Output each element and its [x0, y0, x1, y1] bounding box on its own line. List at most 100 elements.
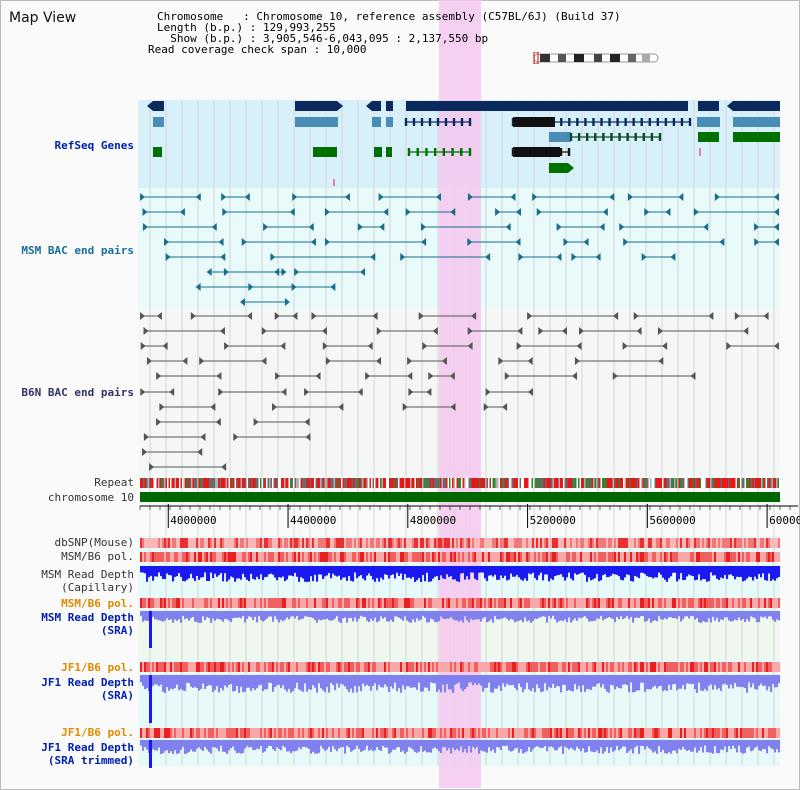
msm-depth-capillary-bar — [662, 566, 665, 578]
msm-pol-sra-heat-cell — [318, 598, 321, 608]
msm-depth-capillary-bar — [362, 566, 365, 579]
msm-depth-sra-bar — [354, 611, 357, 618]
jf1-pol-trimmed-heat-cell — [690, 728, 693, 738]
msm-pol-sra-heat-cell — [328, 598, 331, 608]
jf1-depth-sra-bar — [288, 675, 291, 689]
jf1-pol-trimmed-heat-cell — [574, 728, 577, 738]
msm-depth-capillary-bar — [348, 566, 351, 577]
jf1-pol-trimmed-heat-cell — [764, 728, 767, 738]
dbsnp-heat-cell — [366, 538, 369, 548]
bac-end-right — [708, 312, 714, 320]
msm-pol-heat-cell — [198, 552, 201, 562]
msm-pol-heat-cell — [210, 552, 213, 562]
dbsnp-heat-cell — [390, 538, 393, 548]
msm-pol-sra-heat-cell — [270, 598, 273, 608]
dbsnp-heat-cell — [156, 538, 159, 548]
jf1-depth-trimmed-bar — [548, 740, 551, 747]
msm-depth-sra-bar — [472, 611, 475, 620]
msm-pol-sra-heat-cell — [676, 598, 679, 608]
msm-pol-sra-heat-cell — [214, 598, 217, 608]
chromosome-ideogram[interactable] — [530, 52, 660, 64]
jf1-depth-sra-bar — [322, 675, 325, 691]
bac-end-right — [432, 327, 438, 335]
jf1-depth-sra-bar — [278, 675, 281, 685]
repeat-segment — [545, 478, 547, 488]
msm-pol-sra-heat-cell — [426, 598, 429, 608]
msm-depth-capillary-bar — [394, 566, 397, 579]
gene-exon — [452, 118, 456, 126]
msm-pol-sra-heat-cell — [204, 598, 207, 608]
jf1-depth-trimmed-bar — [692, 740, 695, 752]
msm-depth-capillary-bar — [562, 566, 565, 577]
repeat-segment — [300, 478, 303, 488]
gene-exon — [412, 118, 416, 126]
jf1-depth-sra-bar — [616, 675, 619, 687]
msm-pol-heat-cell — [426, 552, 429, 562]
repeat-segment — [764, 478, 766, 488]
msm-depth-sra-bar — [646, 611, 649, 622]
msm-pol-sra-heat-cell — [716, 598, 719, 608]
bac-end-right — [292, 312, 298, 320]
jf1-pol-heat-cell — [596, 662, 599, 672]
jf1-depth-trimmed-bar — [688, 740, 691, 751]
msm-depth-capillary-bar — [156, 566, 159, 577]
dbsnp-heat-cell — [272, 538, 275, 548]
axis-tick-label: 4000000 — [170, 514, 216, 527]
dbsnp-heat-cell — [726, 538, 729, 548]
msm-pol-sra-heat-cell — [694, 598, 697, 608]
msm-pol-sra-heat-cell — [446, 598, 449, 608]
msm-pol-sra-heat-cell — [644, 598, 647, 608]
msm-depth-sra-bar — [174, 611, 177, 620]
jf1-pol-heat-cell — [700, 662, 703, 672]
repeat-segment — [563, 478, 565, 488]
jf1-pol-heat-cell — [308, 662, 311, 672]
jf1-pol-heat-cell — [184, 662, 187, 672]
repeat-segment — [375, 478, 378, 488]
gene-block — [513, 117, 555, 127]
msm-pol-sra-heat-cell — [340, 598, 343, 608]
msm-depth-capillary-bar — [484, 566, 487, 579]
repeat-segment — [464, 478, 466, 488]
jf1-pol-trimmed-heat-cell — [208, 728, 211, 738]
jf1-depth-trimmed-bar — [204, 740, 207, 747]
jf1-depth-trimmed-bar — [302, 740, 305, 747]
dbsnp-heat-cell — [628, 538, 631, 548]
gene-exon — [640, 118, 643, 126]
msm-pol-sra-heat-cell — [432, 598, 435, 608]
bac-end-right — [310, 238, 316, 246]
msm-pol-heat-cell — [486, 552, 489, 562]
jf1-pol-trimmed-heat-cell — [638, 728, 641, 738]
jf1-pol-trimmed-heat-cell — [186, 728, 189, 738]
msm-depth-sra-bar — [454, 611, 457, 621]
msm-pol-heat-cell — [620, 552, 623, 562]
msm-pol-heat-cell — [660, 552, 663, 562]
jf1-pol-heat-cell — [764, 662, 767, 672]
msm-pol-sra-heat-cell — [402, 598, 405, 608]
msm-depth-capillary-bar — [154, 566, 157, 577]
msm-pol-heat-cell — [196, 552, 199, 562]
msm-depth-sra-bar — [370, 611, 373, 619]
jf1-pol-trimmed-heat-cell — [596, 728, 599, 738]
repeat-segment — [153, 478, 156, 488]
msm-pol-sra-heat-cell — [266, 598, 269, 608]
bac-end-left — [726, 342, 732, 350]
msm-depth-capillary-bar — [508, 566, 511, 580]
msm-depth-sra-bar — [170, 611, 173, 620]
jf1-pol-heat-cell — [674, 662, 677, 672]
bac-end-right — [162, 342, 168, 350]
jf1-pol-trimmed-heat-cell — [718, 728, 721, 738]
jf1-depth-sra-bar — [220, 675, 223, 689]
gene-exon — [567, 148, 571, 156]
jf1-pol-trimmed-heat-cell — [212, 728, 215, 738]
bac-end-left — [402, 403, 408, 411]
jf1-pol-heat-cell — [604, 662, 607, 672]
msm-pol-sra-heat-cell — [262, 598, 265, 608]
repeat-segment — [705, 478, 708, 488]
msm-pol-sra-heat-cell — [750, 598, 753, 608]
jf1-depth-trimmed-bar — [678, 740, 681, 749]
msm-depth-capillary-bar — [730, 566, 733, 575]
jf1-pol-heat-cell — [242, 662, 245, 672]
dbsnp-heat-cell — [622, 538, 625, 548]
dbsnp-heat-cell — [494, 538, 497, 548]
